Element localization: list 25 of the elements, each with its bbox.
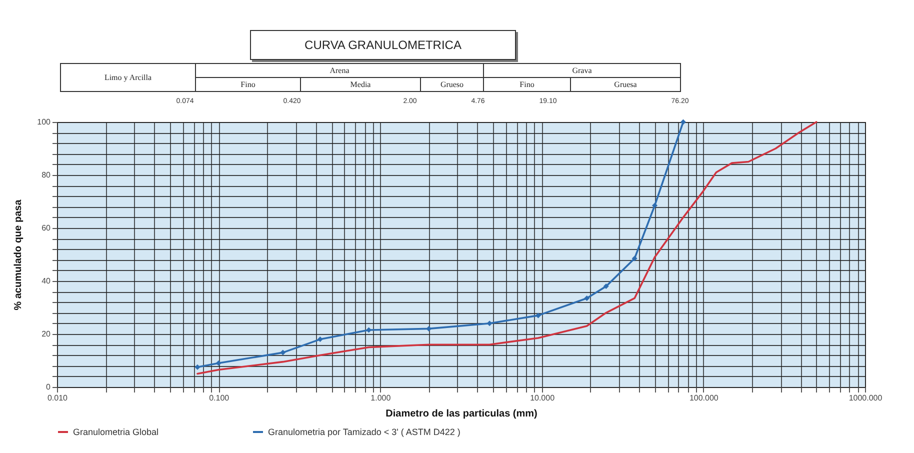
x-tick-label: 1.000 [370, 394, 392, 402]
x-tick-label: 10.000 [530, 394, 556, 402]
x-tick-label: 100.000 [689, 394, 719, 402]
x-tick-label: 1000.000 [848, 394, 883, 402]
text: Grueso [420, 78, 484, 92]
x-tick-label: 0.010 [47, 394, 68, 402]
y-tick-label: 60 [42, 224, 52, 232]
chart-title: CURVA GRANULOMETRICA [250, 30, 516, 60]
legend-label: Granulometria por Tamizado < 3' ( ASTM D422 ) [268, 427, 460, 437]
text: Media [300, 78, 420, 92]
y-tick-label: 20 [42, 330, 52, 338]
x-axis-title: Diametro de las particulas (mm) [386, 408, 538, 420]
y-tick-label: 0 [46, 382, 52, 392]
text: Fino [196, 78, 300, 92]
text: Arena [196, 64, 484, 78]
text: Gruesa [570, 78, 680, 92]
text: Grava [484, 64, 680, 78]
y-axis-title: % acumulado que pasa [13, 199, 24, 310]
x-tick-label: 0.100 [209, 394, 230, 402]
y-tick-label: 80 [42, 170, 52, 180]
y-tick-label: 40 [42, 276, 52, 286]
y-tick-label: 100 [37, 118, 52, 126]
text: Fino [484, 78, 570, 92]
text: Limo y Arcilla [60, 64, 196, 92]
legend-label: Granulometria Global [73, 427, 159, 437]
